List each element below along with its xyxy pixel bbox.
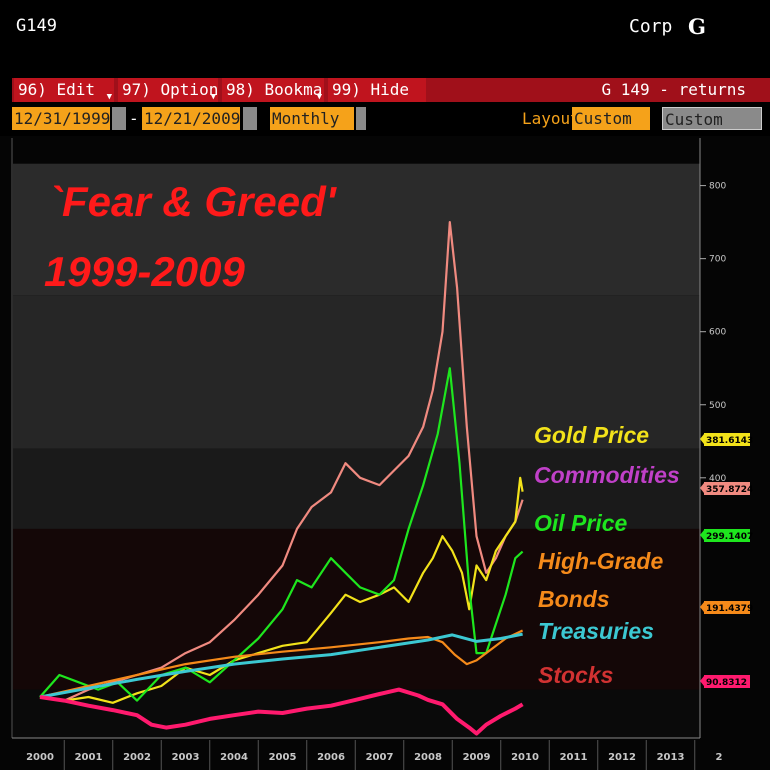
chart-band <box>13 448 700 529</box>
last-value-tag <box>704 433 750 446</box>
hide-menu-button[interactable]: 99) Hide <box>328 78 426 102</box>
y-tick-label: 700 <box>709 255 726 265</box>
last-value-pointer <box>700 530 704 540</box>
chevron-down-icon: ▼ <box>106 92 112 102</box>
last-value-tag <box>704 529 750 542</box>
function-key-label: G <box>688 14 706 39</box>
end-date-picker[interactable] <box>243 107 257 130</box>
chart-band <box>13 163 700 296</box>
terminal-header: G149 Corp G <box>0 0 770 72</box>
ticker-label: G149 <box>16 16 57 36</box>
x-tick-label: 2001 <box>75 752 103 763</box>
x-tick-label: 2005 <box>269 752 297 763</box>
y-tick-label: 400 <box>709 474 726 484</box>
last-value-label: 381.6143 <box>706 436 753 446</box>
legend-treasuries: Treasuries <box>538 618 654 644</box>
screen-title: G 149 - returns <box>601 80 747 99</box>
last-value-tag <box>704 482 750 495</box>
x-tick-label: 2002 <box>123 752 151 763</box>
series-line-commodities <box>39 220 524 702</box>
x-tick-label: 2000 <box>26 752 54 763</box>
annotation-years: 1999-2009 <box>44 248 245 295</box>
hide-menu-label: 99) Hide <box>332 80 410 99</box>
last-value-pointer <box>700 602 704 612</box>
field-bar: 12/31/1999 - 12/21/2009 Monthly Layout C… <box>12 106 770 152</box>
series-line-stocks <box>39 687 524 736</box>
series-line-oil <box>39 367 524 702</box>
last-value-pointer <box>700 434 704 444</box>
last-value-pointer <box>700 676 704 686</box>
market-label: Corp <box>629 16 673 37</box>
options-menu-button[interactable]: 97) Options ▼ <box>118 78 218 102</box>
last-value-tag <box>704 601 750 614</box>
start-date-field[interactable]: 12/31/1999 <box>12 107 110 130</box>
y-axis-ticks: 800 700 600 500 400 <box>700 182 726 484</box>
last-value-label: 90.8312 <box>706 678 747 688</box>
chart-band <box>13 295 700 449</box>
start-date-picker[interactable] <box>112 107 126 130</box>
legend-high-grade: High-Grade <box>538 548 664 574</box>
legend-bonds: Bonds <box>538 586 610 612</box>
menu-bar: 96) Edit ▼ 97) Options ▼ 98) Bookmark ▼ … <box>12 78 770 102</box>
x-tick-label: 2009 <box>463 752 491 763</box>
x-tick-label: 2010 <box>511 752 539 763</box>
last-value-tag <box>704 675 750 688</box>
x-axis-ticks: 2000 2001 2002 2003 2004 2005 2006 2007 2008 2009… <box>26 740 723 770</box>
end-date-field[interactable]: 12/21/2009 <box>142 107 240 130</box>
legend-gold: Gold Price <box>534 422 650 448</box>
x-tick-label: 2006 <box>317 752 345 763</box>
returns-chart: 800 700 600 500 400 2000 2001 2002 2003 2004 2005… <box>0 136 770 770</box>
chevron-down-icon: ▼ <box>210 92 216 102</box>
last-value-label: 357.8724 <box>706 485 753 495</box>
x-tick-label: 2004 <box>220 752 248 763</box>
x-tick-label: 2013 <box>657 752 685 763</box>
edit-menu-label: 96) Edit <box>18 80 96 99</box>
x-tick-label: 2 <box>716 752 723 763</box>
layout-field[interactable]: Custom <box>572 107 650 130</box>
x-tick-label: 2012 <box>608 752 636 763</box>
series-line-bonds <box>39 629 524 699</box>
frequency-dropdown[interactable] <box>356 107 366 130</box>
last-value-label: 191.4379 <box>706 604 753 614</box>
options-menu-label: 97) Options <box>122 80 218 99</box>
x-tick-label: 2008 <box>414 752 442 763</box>
custom-ccy-button[interactable]: Custom CCY <box>662 107 762 152</box>
chevron-down-icon: ▼ <box>316 92 322 102</box>
y-tick-label: 500 <box>709 401 726 411</box>
chart-band <box>13 689 700 738</box>
date-range-separator: - <box>129 109 139 128</box>
last-value-tags: 381.6143 357.8724 299.1407 191.4379 90.8312 <box>700 433 753 688</box>
x-tick-label: 2011 <box>560 752 588 763</box>
legend-oil: Oil Price <box>534 510 628 536</box>
legend-commodities: Commodities <box>534 462 680 488</box>
edit-menu-button[interactable]: 96) Edit ▼ <box>14 78 114 102</box>
y-tick-label: 800 <box>709 182 726 192</box>
last-value-label: 299.1407 <box>706 532 753 542</box>
legend-stocks: Stocks <box>538 662 614 688</box>
last-value-pointer <box>700 483 704 493</box>
bookmark-menu-label: 98) Bookmark <box>226 80 324 99</box>
frequency-field[interactable]: Monthly <box>270 107 354 130</box>
series-line-treasuries <box>39 632 523 699</box>
chart-band <box>13 528 700 690</box>
series-lines <box>39 220 524 736</box>
layout-label: Layout <box>522 109 580 128</box>
x-tick-label: 2007 <box>366 752 394 763</box>
x-tick-label: 2003 <box>172 752 200 763</box>
chart-bands <box>13 163 700 738</box>
annotation-title: `Fear & Greed' <box>48 178 336 225</box>
bookmark-menu-button[interactable]: 98) Bookmark ▼ <box>222 78 324 102</box>
y-tick-label: 600 <box>709 328 726 338</box>
